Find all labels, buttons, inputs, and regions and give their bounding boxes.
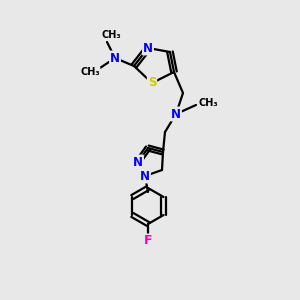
- Text: N: N: [110, 52, 120, 64]
- Text: F: F: [144, 235, 152, 248]
- Text: N: N: [143, 41, 153, 55]
- Text: CH₃: CH₃: [198, 98, 218, 108]
- Text: CH₃: CH₃: [80, 67, 100, 77]
- Text: N: N: [133, 155, 143, 169]
- Text: CH₃: CH₃: [101, 30, 121, 40]
- Text: S: S: [148, 76, 156, 89]
- Text: N: N: [171, 107, 181, 121]
- Text: N: N: [140, 169, 150, 182]
